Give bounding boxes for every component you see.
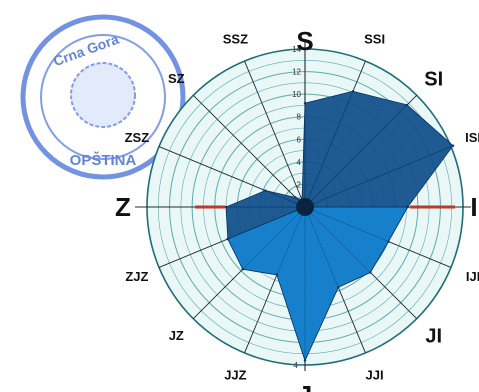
radial-tick-labels: 2 4 6 8 10 12 14 4 (292, 45, 301, 370)
direction-label-jz: JZ (169, 328, 184, 343)
spoke-overlay-si (304, 95, 417, 208)
tick-label-10: 10 (292, 90, 301, 99)
spoke-overlay-ssi (304, 60, 366, 208)
series-1-area (227, 206, 409, 362)
wind-series (147, 49, 463, 365)
direction-label-ssz: SSZ (223, 31, 248, 46)
direction-label-jjz: JJZ (224, 368, 246, 383)
tick-label-south: 4 (294, 361, 299, 370)
direction-label-z: Z (115, 192, 131, 222)
tick-label-14: 14 (292, 45, 301, 54)
direction-label-sz: SZ (168, 71, 185, 86)
spoke-overlay-jjz (244, 206, 306, 354)
direction-label-i: I (470, 192, 477, 222)
series-0-point-isi (451, 144, 455, 147)
direction-label-isi: ISI (465, 130, 479, 145)
direction-label-si: SI (424, 68, 443, 90)
spoke-overlay-iji (304, 206, 452, 268)
direction-label-iji: IJI (466, 269, 479, 284)
spoke-overlay-ji (304, 206, 417, 319)
direction-label-zjz: ZJZ (125, 269, 148, 284)
spoke-overlay-sz (193, 95, 306, 208)
spoke-overlay-isi (304, 146, 452, 208)
spoke-overlay-ssz (244, 60, 306, 208)
direction-label-jji: JJI (366, 368, 384, 383)
tick-label-8: 8 (297, 113, 302, 122)
spoke-overlay-zjz (158, 206, 306, 268)
spoke-overlay-zsz (158, 146, 306, 208)
tick-label-2: 2 (297, 180, 302, 189)
tick-label-12: 12 (292, 68, 301, 77)
calm-center (296, 198, 314, 216)
stamp-text-bottom: OPŠTINA (70, 151, 137, 169)
direction-label-j: J (298, 380, 312, 392)
direction-label-ji: JI (425, 326, 442, 348)
direction-label-ssi: SSI (364, 31, 385, 46)
direction-labels: S SSI SI ISI I IJI JI JJI J JJZ JZ ZJZ Z ZSZ SZ SSZ (115, 26, 479, 392)
tick-label-6: 6 (297, 135, 302, 144)
direction-label-zsz: ZSZ (125, 130, 150, 145)
tick-label-4: 4 (297, 158, 302, 167)
spoke-overlay-jji (304, 206, 366, 354)
spoke-overlay-jz (193, 206, 306, 319)
direction-label-s: S (296, 26, 313, 56)
